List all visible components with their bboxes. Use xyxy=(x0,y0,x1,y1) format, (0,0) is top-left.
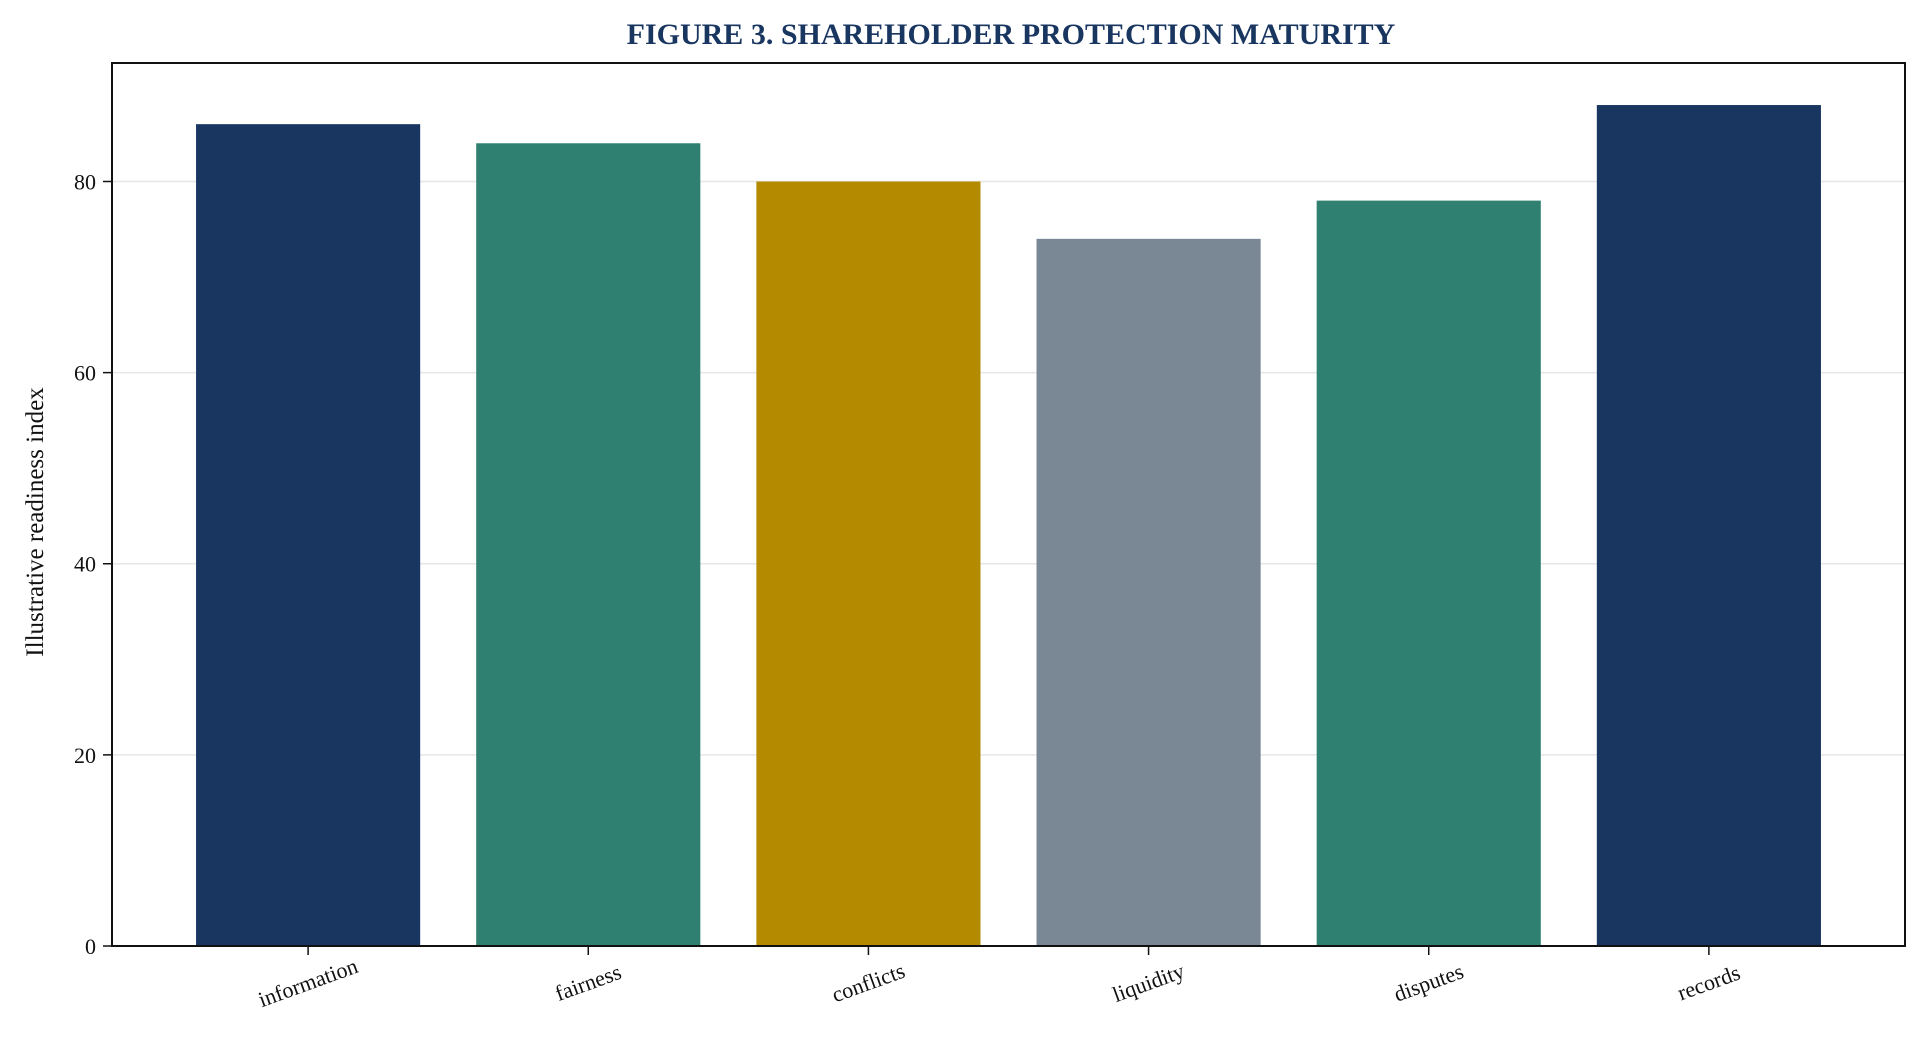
x-tick-label-fairness: fairness xyxy=(552,959,625,1006)
x-tick-label-records: records xyxy=(1674,960,1743,1006)
bar-liquidity xyxy=(1036,238,1261,946)
bar-fairness xyxy=(476,143,701,947)
chart-title: FIGURE 3. SHAREHOLDER PROTECTION MATURIT… xyxy=(627,18,1396,51)
plot-frame xyxy=(111,62,1906,947)
bar-conflicts xyxy=(756,181,981,947)
y-tick-label: 40 xyxy=(74,552,96,577)
bar-disputes xyxy=(1316,200,1541,947)
x-axis-ticks: information fairness conflicts liquidity dis… xyxy=(255,946,1743,1012)
x-tick-label-disputes: disputes xyxy=(1390,958,1466,1006)
bars xyxy=(196,105,1821,947)
x-tick-label-liquidity: liquidity xyxy=(1109,958,1188,1007)
x-tick-label-information: information xyxy=(255,953,361,1012)
y-tick-label: 0 xyxy=(85,934,96,959)
y-tick-label: 20 xyxy=(74,743,96,768)
x-tick-label-conflicts: conflicts xyxy=(828,958,908,1007)
bar-information xyxy=(196,124,421,947)
y-axis-label: Illustrative readiness index xyxy=(22,387,49,657)
y-tick-label: 60 xyxy=(74,361,96,386)
y-tick-label: 80 xyxy=(74,169,96,194)
bar-records xyxy=(1596,105,1821,947)
y-axis-ticks: 0 20 40 60 80 xyxy=(74,169,112,959)
